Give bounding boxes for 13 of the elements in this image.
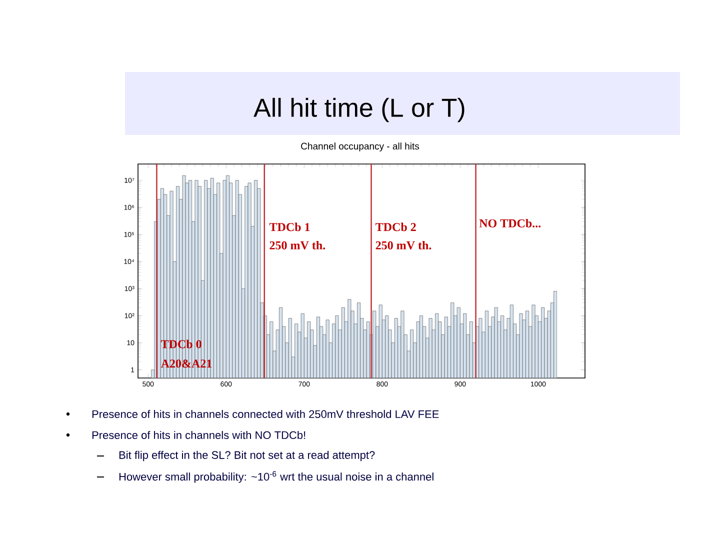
text: Bit flip effect in the SL? Bit not set at a read attempt? bbox=[119, 450, 375, 462]
chart-subtitle: Channel occupancy - all hits bbox=[301, 142, 420, 152]
annotation: NO TDCb... bbox=[479, 218, 541, 228]
annotation: TDCb 2 bbox=[376, 222, 416, 232]
text: Presence of hits in channels with NO TDCb! bbox=[92, 430, 306, 440]
annotation: 250 mV th. bbox=[270, 240, 326, 250]
text: However small probability: ~10$^{-6}$ wrt the usual noise in a channel bbox=[119, 471, 434, 483]
chart-title: All hit time (L or T) bbox=[254, 98, 464, 122]
annotation: A20&A21 bbox=[160, 360, 212, 368]
annotation: TDCb 1 bbox=[269, 222, 310, 232]
annotation: TDCb 0 bbox=[161, 340, 202, 348]
text: Presence of hits in channels connected with 250mV threshold LAV FEE bbox=[92, 410, 439, 418]
annotation: 250 mV th. bbox=[376, 240, 432, 250]
